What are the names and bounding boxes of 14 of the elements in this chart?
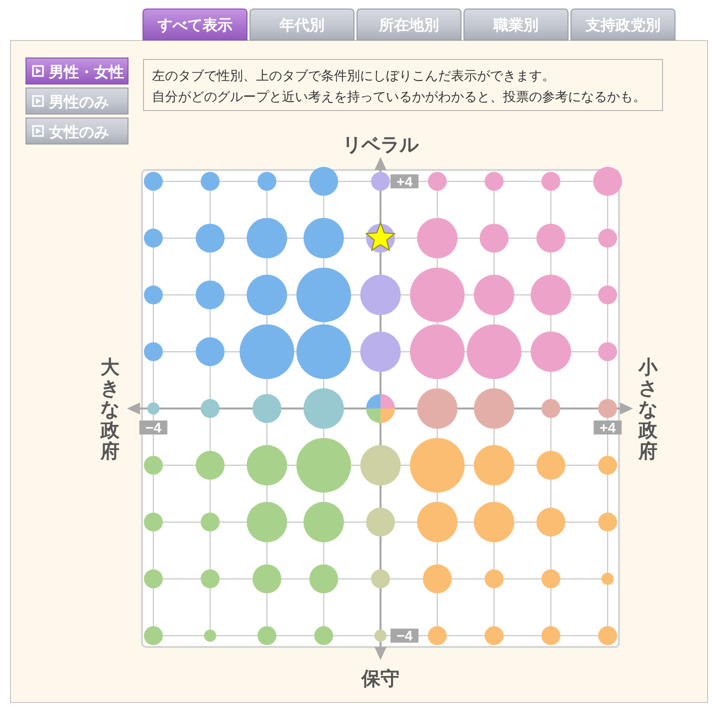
button: 女性のみ bbox=[26, 118, 128, 144]
tab: 所在地別 bbox=[356, 8, 462, 40]
button: 男性・女性 bbox=[26, 58, 128, 84]
text: 大きな政府 bbox=[100, 356, 120, 462]
tab: 年代別 bbox=[250, 8, 354, 40]
button: 男性のみ bbox=[26, 88, 128, 114]
text: 左のタブで性別、上のタブで条件別にしぼりこんだ表示ができます。 bbox=[152, 68, 555, 83]
text: 保守 bbox=[360, 668, 400, 690]
tab: 支持政党別 bbox=[570, 8, 676, 40]
text: 小さな政府 bbox=[638, 356, 658, 462]
text: リベラル bbox=[342, 135, 420, 156]
tab: 職業別 bbox=[464, 8, 568, 40]
tab: すべて表示 bbox=[142, 8, 248, 40]
text: 自分がどのグループと近い考えを持っているかがわかると、投票の参考になるかも。 bbox=[152, 89, 646, 104]
